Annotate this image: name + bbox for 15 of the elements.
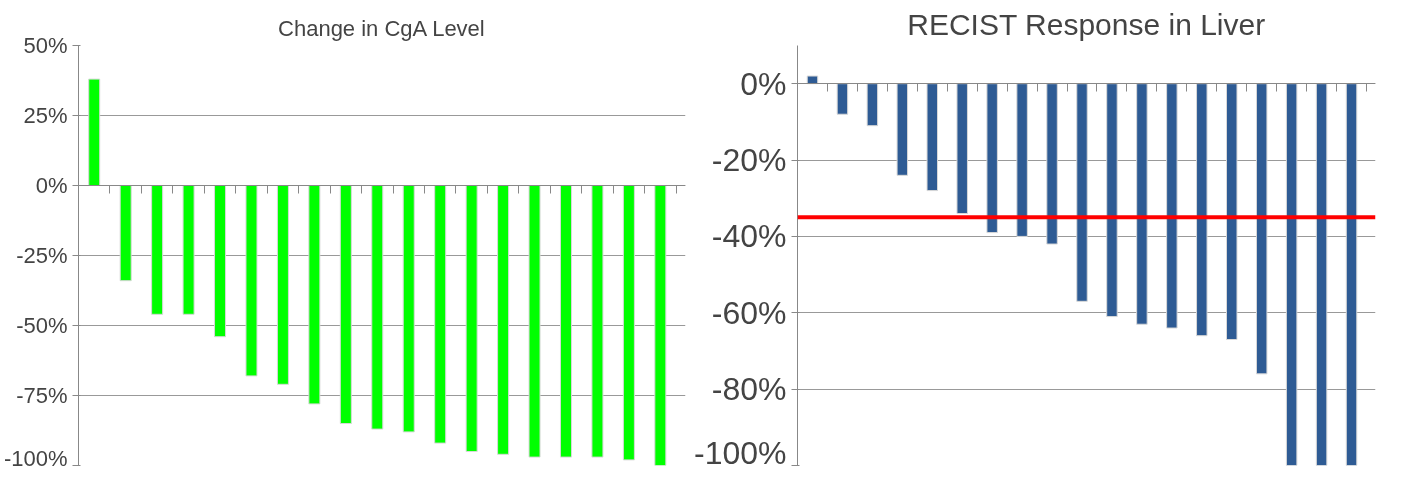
y-tick-label: -40% <box>711 218 787 255</box>
y-tick-label: 25% <box>23 103 68 128</box>
y-tick-label: -100% <box>694 434 787 471</box>
y-tick-label: -25% <box>16 243 68 268</box>
chart-title: RECIST Response in Liver <box>907 7 1266 41</box>
chart-title: Change in CgA Level <box>278 15 485 41</box>
y-tick-label: -20% <box>711 142 787 179</box>
y-tick-label: 0% <box>740 65 787 102</box>
y-tick-label: -75% <box>16 383 68 408</box>
y-tick-label: -80% <box>711 371 787 408</box>
y-tick-label: 0% <box>35 173 68 198</box>
y-tick-label: 50% <box>23 33 68 58</box>
y-tick-label: -50% <box>16 313 68 338</box>
y-tick-label: -100% <box>3 445 68 471</box>
y-tick-label: -60% <box>711 294 787 331</box>
